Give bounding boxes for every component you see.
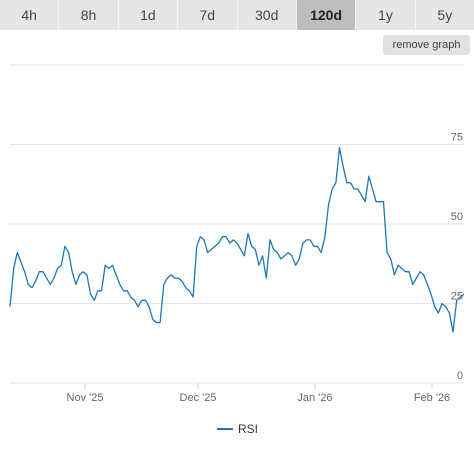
y-tick-label: 25: [451, 291, 463, 303]
x-tick-label: Dec '25: [180, 392, 217, 404]
range-tab-5y[interactable]: 5y: [437, 7, 453, 23]
range-tabs: 4h 8h 1d 7d 30d 120d 1y 5y: [0, 0, 474, 30]
range-tab-4h[interactable]: 4h: [0, 0, 60, 30]
x-tick-label: Feb '26: [414, 392, 450, 404]
y-tick-label: 50: [451, 211, 463, 223]
range-tab-7d[interactable]: 7d: [178, 0, 238, 30]
x-tick-label: Jan '26: [297, 392, 332, 404]
range-tab-1d[interactable]: 1d: [119, 0, 179, 30]
range-tab-120d[interactable]: 120d: [296, 0, 357, 30]
grid-layer: [10, 64, 464, 384]
range-tab-1y[interactable]: 1y: [356, 0, 416, 30]
legend: RSI: [217, 422, 258, 436]
rsi-chart: 0 25 50 75 Nov '25 Dec '25 Jan '26 Feb '26 RSI: [9, 64, 465, 436]
series-layer: [9, 147, 465, 333]
series-line-rsi: [9, 147, 465, 333]
legend-label[interactable]: RSI: [238, 422, 258, 436]
remove-graph-button[interactable]: remove graph: [383, 35, 470, 55]
y-tick-label: 75: [451, 132, 463, 144]
y-tick-label: 0: [457, 370, 463, 382]
range-tab-8h[interactable]: 8h: [59, 0, 119, 30]
range-tab-30d[interactable]: 30d: [238, 0, 297, 30]
axis-layer: 0 25 50 75 Nov '25 Dec '25 Jan '26 Feb '26: [67, 132, 463, 405]
x-tick-label: Nov '25: [67, 392, 104, 404]
